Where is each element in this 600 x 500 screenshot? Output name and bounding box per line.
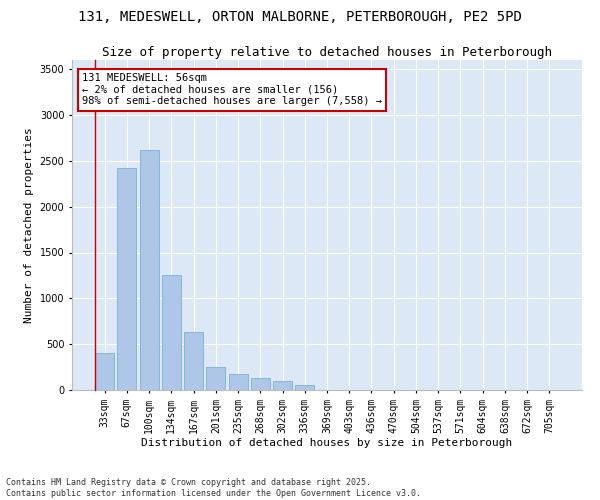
Y-axis label: Number of detached properties: Number of detached properties (24, 127, 34, 323)
Bar (251, 378, 270, 390)
Bar (162, 276, 181, 390)
Bar (295, 386, 314, 390)
Bar (95, 354, 114, 390)
Text: 131, MEDESWELL, ORTON MALBORNE, PETERBOROUGH, PE2 5PD: 131, MEDESWELL, ORTON MALBORNE, PETERBOR… (78, 10, 522, 24)
Bar (273, 381, 292, 390)
X-axis label: Distribution of detached houses by size in Peterborough: Distribution of detached houses by size … (142, 438, 512, 448)
Text: Contains HM Land Registry data © Crown copyright and database right 2025.
Contai: Contains HM Land Registry data © Crown c… (6, 478, 421, 498)
Text: 131 MEDESWELL: 56sqm
← 2% of detached houses are smaller (156)
98% of semi-detac: 131 MEDESWELL: 56sqm ← 2% of detached ho… (82, 73, 382, 106)
Bar (206, 366, 225, 390)
Title: Size of property relative to detached houses in Peterborough: Size of property relative to detached ho… (102, 46, 552, 59)
Bar (229, 374, 248, 390)
Bar (184, 332, 203, 390)
Bar (140, 150, 158, 390)
Bar (118, 168, 136, 390)
